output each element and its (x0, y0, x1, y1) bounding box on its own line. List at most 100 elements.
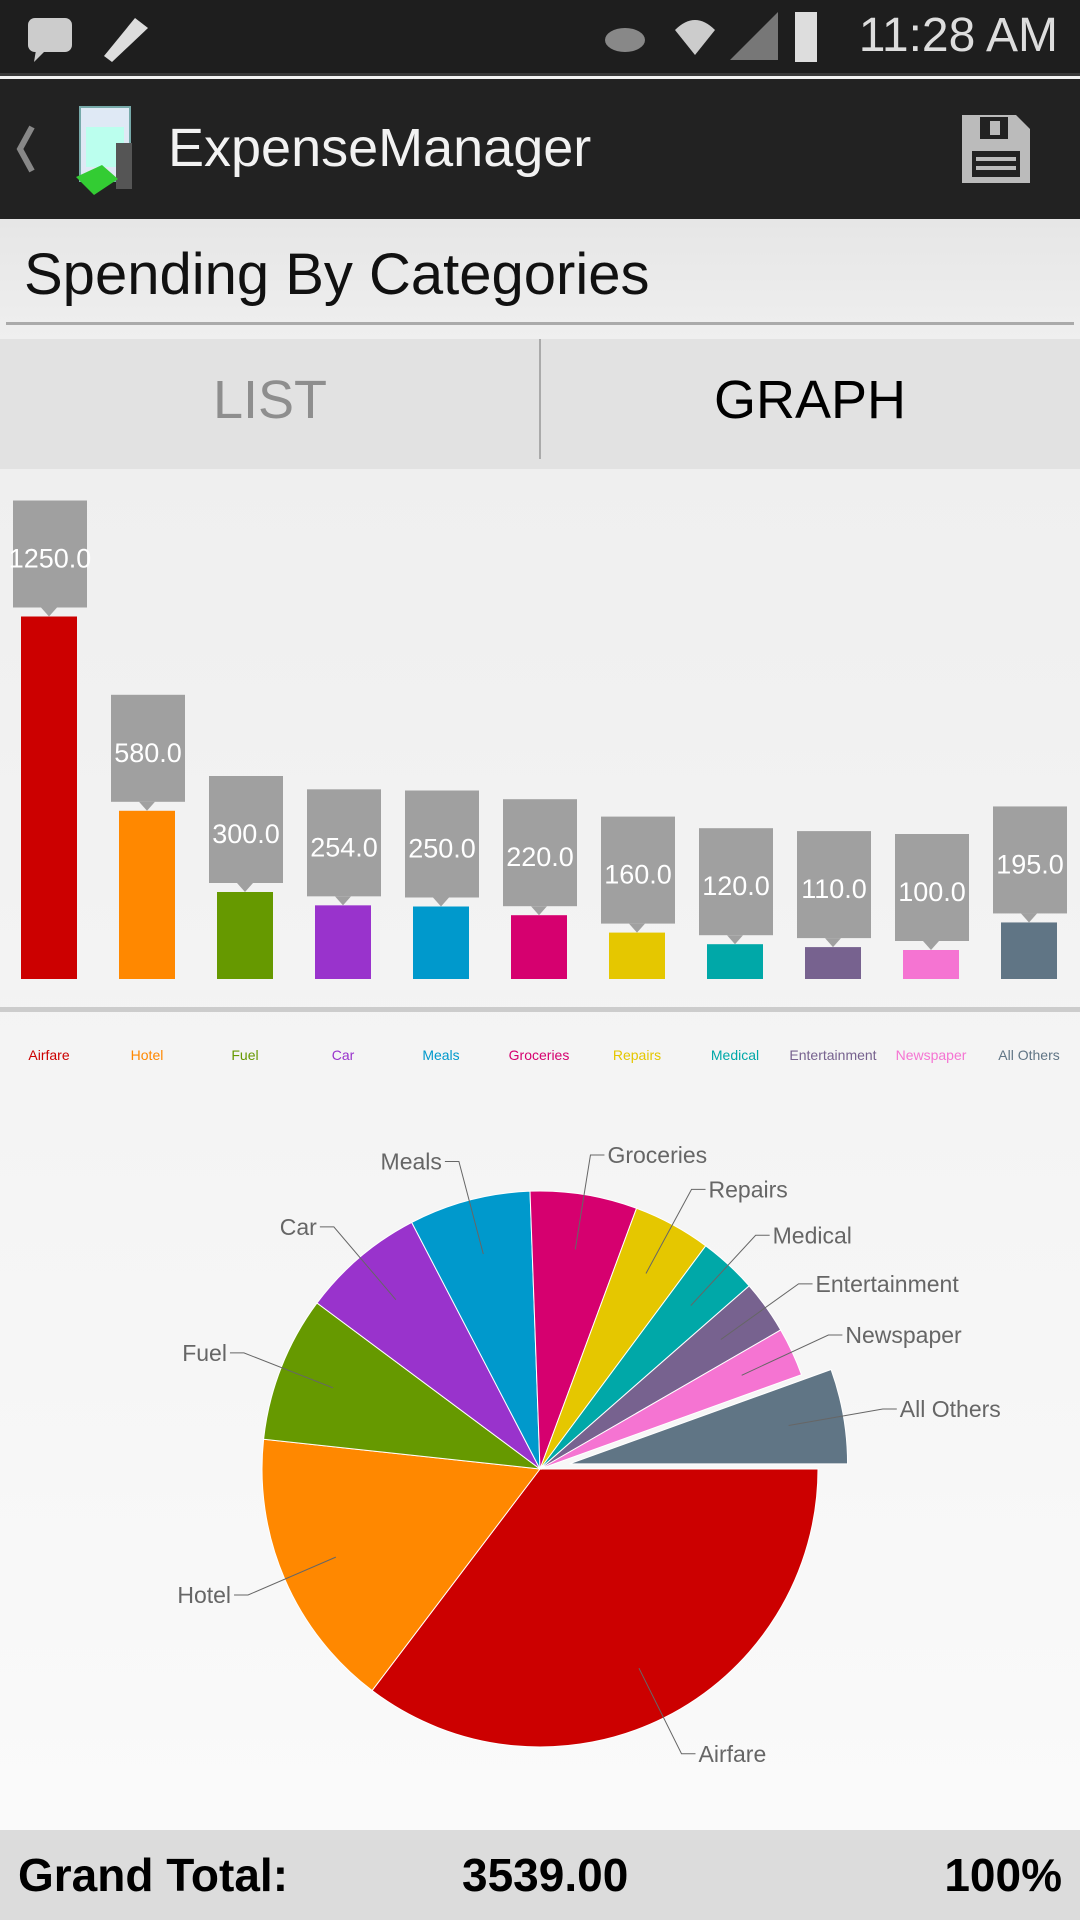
pie-label: Fuel (182, 1340, 227, 1366)
pie-label: Car (280, 1214, 317, 1240)
data-label-box (111, 694, 185, 802)
category-label: Meals (422, 1047, 459, 1063)
leader-line (229, 1352, 334, 1389)
wifi-icon (675, 20, 715, 55)
category-label: Repairs (613, 1047, 661, 1063)
grand-total-label: Grand Total: (18, 1849, 289, 1901)
app-title: ExpenseManager (168, 118, 592, 178)
action-bar: ExpenseManager (0, 79, 1080, 219)
data-label: 300.0 (212, 819, 280, 849)
category-label: Newspaper (896, 1047, 967, 1063)
leader-line (741, 1334, 843, 1376)
pie-label: Hotel (177, 1582, 231, 1608)
data-label: 110.0 (801, 874, 867, 904)
tab-graph[interactable]: GRAPH (713, 370, 907, 430)
data-label: 120.0 (702, 871, 770, 901)
tab-bar: LIST GRAPH (0, 339, 1080, 469)
pie-label: Newspaper (845, 1322, 962, 1348)
bar-newspaper (903, 950, 959, 979)
grand-total-bar: Grand Total: 3539.00 100% (0, 1830, 1080, 1920)
pie-label: All Others (900, 1396, 1001, 1422)
bar-repairs (609, 932, 665, 979)
data-label: 254.0 (310, 832, 378, 862)
data-label-pointer (139, 801, 155, 811)
leader-line (638, 1667, 696, 1755)
page-header: Spending By Categories (0, 219, 1080, 339)
category-label: Groceries (509, 1047, 570, 1063)
category-label: Entertainment (789, 1047, 876, 1063)
pie-label: Meals (381, 1149, 442, 1175)
tab-list[interactable]: LIST (212, 370, 328, 430)
bar-entertainment (805, 947, 861, 979)
data-label-pointer (727, 935, 743, 945)
status-bar: 11:28 AM (0, 0, 1080, 76)
page-title: Spending By Categories (24, 242, 650, 307)
bbm-icon (28, 18, 72, 62)
data-label-box (895, 834, 969, 941)
bar-all-others (1001, 922, 1057, 979)
tab-divider (539, 339, 541, 459)
leader-line (574, 1154, 605, 1250)
data-label-box (993, 806, 1067, 914)
category-label: Fuel (231, 1047, 258, 1063)
signal-icon (730, 12, 778, 60)
data-label-box (13, 500, 87, 608)
bar-airfare (21, 616, 77, 979)
data-label: 160.0 (604, 860, 672, 890)
category-label: All Others (998, 1047, 1059, 1063)
grand-total-value: 3539.00 (462, 1849, 629, 1901)
data-label: 195.0 (996, 849, 1064, 879)
eye-icon (605, 28, 645, 52)
battery-charging-icon (795, 12, 817, 62)
data-label-pointer (1021, 913, 1037, 923)
data-label-pointer (433, 897, 449, 907)
data-label-box (601, 816, 675, 924)
data-label: 100.0 (898, 877, 966, 907)
pencil-icon (104, 18, 148, 62)
data-label: 1250.0 (9, 544, 92, 574)
data-label: 250.0 (408, 834, 476, 864)
back-chevron-icon[interactable] (10, 119, 40, 179)
category-label: Medical (711, 1047, 759, 1063)
bar-medical (707, 944, 763, 979)
data-label-box (797, 831, 871, 939)
data-label-box (699, 828, 773, 936)
data-label-pointer (335, 896, 351, 906)
category-label: Hotel (131, 1047, 164, 1063)
data-label-box (307, 789, 381, 897)
leader-line (720, 1283, 813, 1340)
bar-hotel (119, 810, 175, 979)
charts-svg: 1250.0 Airfare 580.0 Hotel 300.0 Fuel 254.0 Car… (0, 500, 1080, 1767)
system-icons (605, 12, 817, 62)
category-label: Car (332, 1047, 355, 1063)
data-label-pointer (825, 938, 841, 948)
category-label: Airfare (28, 1047, 69, 1063)
notification-icons (28, 18, 148, 62)
leader-line (444, 1161, 484, 1255)
data-label: 220.0 (506, 842, 574, 872)
data-label-pointer (531, 906, 547, 916)
chart-area: 1250.0 Airfare 580.0 Hotel 300.0 Fuel 254.0 Car… (0, 469, 1080, 1830)
bar-fuel (217, 892, 273, 979)
grand-total-percent: 100% (944, 1849, 1062, 1901)
data-label-pointer (237, 883, 253, 892)
bar-car (315, 905, 371, 979)
bar-meals (413, 906, 469, 979)
data-label-pointer (923, 941, 939, 950)
pie-label: Groceries (607, 1142, 707, 1168)
leader-line (319, 1226, 397, 1300)
leader-line (645, 1188, 706, 1274)
chart-separator (0, 1007, 1080, 1012)
data-label: 580.0 (114, 738, 182, 768)
leader-line (788, 1408, 897, 1427)
data-label-pointer (629, 923, 645, 933)
pie-label: Repairs (709, 1176, 788, 1202)
data-label-box (503, 799, 577, 907)
leader-line (234, 1556, 337, 1596)
pie-label: Airfare (699, 1741, 767, 1767)
leader-line (690, 1234, 770, 1306)
bar-groceries (511, 915, 567, 979)
data-label-box (405, 790, 479, 898)
app-logo-icon[interactable] (72, 103, 142, 195)
save-floppy-icon[interactable] (960, 113, 1032, 185)
